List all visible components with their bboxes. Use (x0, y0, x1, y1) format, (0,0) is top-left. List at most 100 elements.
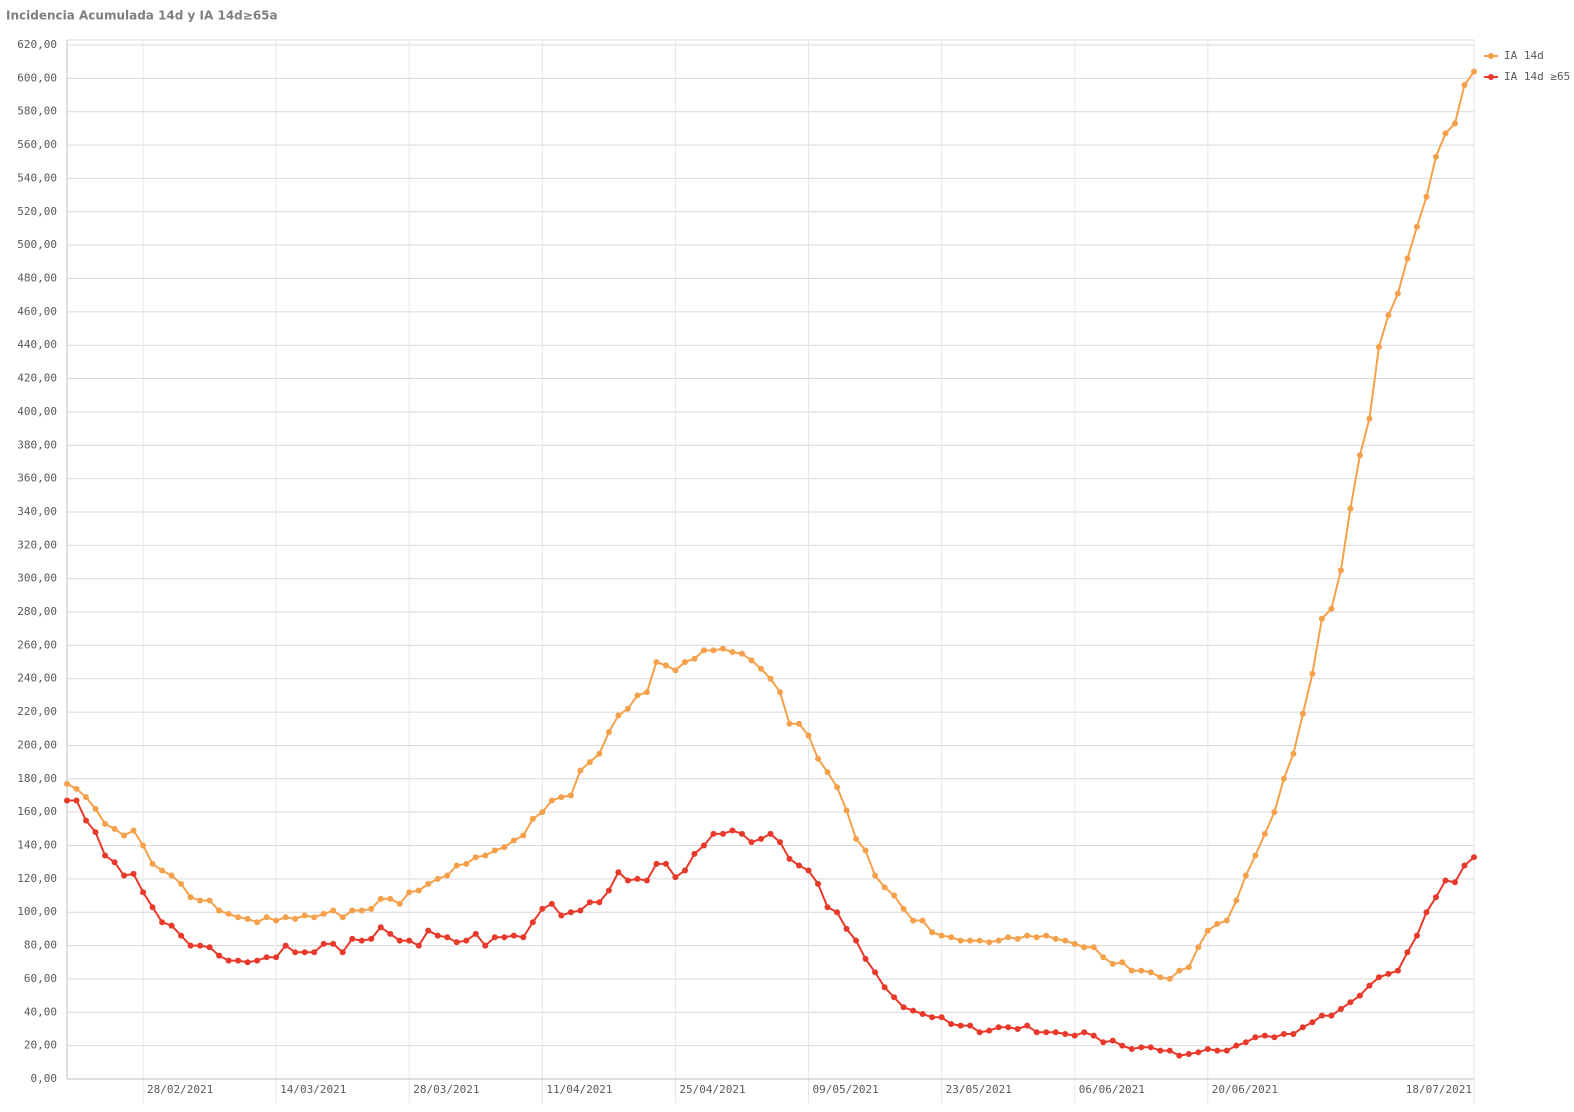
data-point (1176, 1052, 1183, 1059)
data-point (1347, 505, 1354, 512)
data-point (719, 830, 726, 837)
data-point (206, 897, 213, 904)
data-point (672, 667, 679, 674)
data-point (757, 665, 764, 672)
data-point (1356, 992, 1363, 999)
data-point (1432, 153, 1439, 160)
data-point (995, 937, 1002, 944)
data-point (1119, 1042, 1126, 1049)
data-point (415, 887, 422, 894)
data-point (700, 842, 707, 849)
data-point (187, 894, 194, 901)
data-point (748, 839, 755, 846)
y-tick-label: 200,00 (17, 738, 57, 751)
y-tick-label: 140,00 (17, 839, 57, 852)
data-point (1423, 193, 1430, 200)
data-point (301, 912, 308, 919)
data-point (1195, 1049, 1202, 1056)
data-point (121, 832, 128, 839)
data-point (463, 860, 470, 867)
data-point (986, 1027, 993, 1034)
data-point (834, 909, 841, 916)
data-point (444, 934, 451, 941)
y-tick-label: 280,00 (17, 605, 57, 618)
legend-label: IA 14d ≥65 (1504, 70, 1570, 83)
y-tick-label: 180,00 (17, 772, 57, 785)
y-tick-label: 240,00 (17, 672, 57, 685)
data-point (273, 954, 280, 961)
y-tick-label: 0,00 (31, 1072, 58, 1085)
data-point (681, 867, 688, 874)
data-point (83, 794, 90, 801)
data-point (425, 927, 432, 934)
data-point (605, 729, 612, 736)
x-tick-label: 28/03/2021 (413, 1083, 479, 1096)
data-point (225, 957, 232, 964)
y-tick-label: 460,00 (17, 305, 57, 318)
data-point (244, 959, 251, 966)
data-point (938, 932, 945, 939)
data-point (1090, 1032, 1097, 1039)
data-point (368, 905, 375, 912)
data-point (1166, 1047, 1173, 1054)
data-point (662, 662, 669, 669)
data-point (834, 784, 841, 791)
data-point (539, 809, 546, 816)
data-point (843, 925, 850, 932)
y-tick-label: 40,00 (24, 1005, 57, 1018)
data-point (567, 909, 574, 916)
data-point (634, 875, 641, 882)
data-point (881, 884, 888, 891)
data-point (929, 1014, 936, 1021)
y-tick-label: 20,00 (24, 1039, 57, 1052)
data-point (653, 860, 660, 867)
data-point (786, 720, 793, 727)
data-point (1014, 935, 1021, 942)
data-point (1337, 567, 1344, 574)
data-point (168, 922, 175, 929)
data-point (1309, 670, 1316, 677)
data-point (415, 942, 422, 949)
data-point (1062, 1030, 1069, 1037)
data-point (1176, 967, 1183, 974)
data-point (1471, 854, 1477, 861)
data-point (387, 930, 394, 937)
data-point (1451, 120, 1458, 127)
data-point (121, 872, 128, 879)
data-point (1290, 1030, 1297, 1037)
x-tick-label: 20/06/2021 (1212, 1083, 1278, 1096)
data-point (197, 942, 204, 949)
data-point (586, 899, 593, 906)
data-point (891, 994, 898, 1001)
data-point (434, 875, 441, 882)
data-point (1014, 1025, 1021, 1032)
data-point (187, 942, 194, 949)
data-point (529, 815, 536, 822)
data-point (1242, 1039, 1249, 1046)
data-point (824, 769, 831, 776)
data-point (967, 937, 974, 944)
data-point (1214, 920, 1221, 927)
data-point (643, 689, 650, 696)
data-point (444, 872, 451, 879)
data-point (453, 862, 460, 869)
data-point (1404, 949, 1411, 956)
data-point (729, 649, 736, 656)
data-point (349, 907, 356, 914)
y-tick-label: 500,00 (17, 238, 57, 251)
data-point (1252, 1034, 1259, 1041)
data-point (643, 877, 650, 884)
y-tick-label: 620,00 (17, 38, 57, 51)
y-tick-label: 380,00 (17, 438, 57, 451)
data-point (235, 914, 242, 921)
data-point (662, 860, 669, 867)
data-point (491, 934, 498, 941)
data-point (1204, 1045, 1211, 1052)
legend-marker (1488, 74, 1494, 80)
data-point (1423, 909, 1430, 916)
data-point (1081, 1029, 1088, 1036)
data-point (729, 827, 736, 834)
data-point (815, 755, 822, 762)
data-point (1024, 932, 1031, 939)
